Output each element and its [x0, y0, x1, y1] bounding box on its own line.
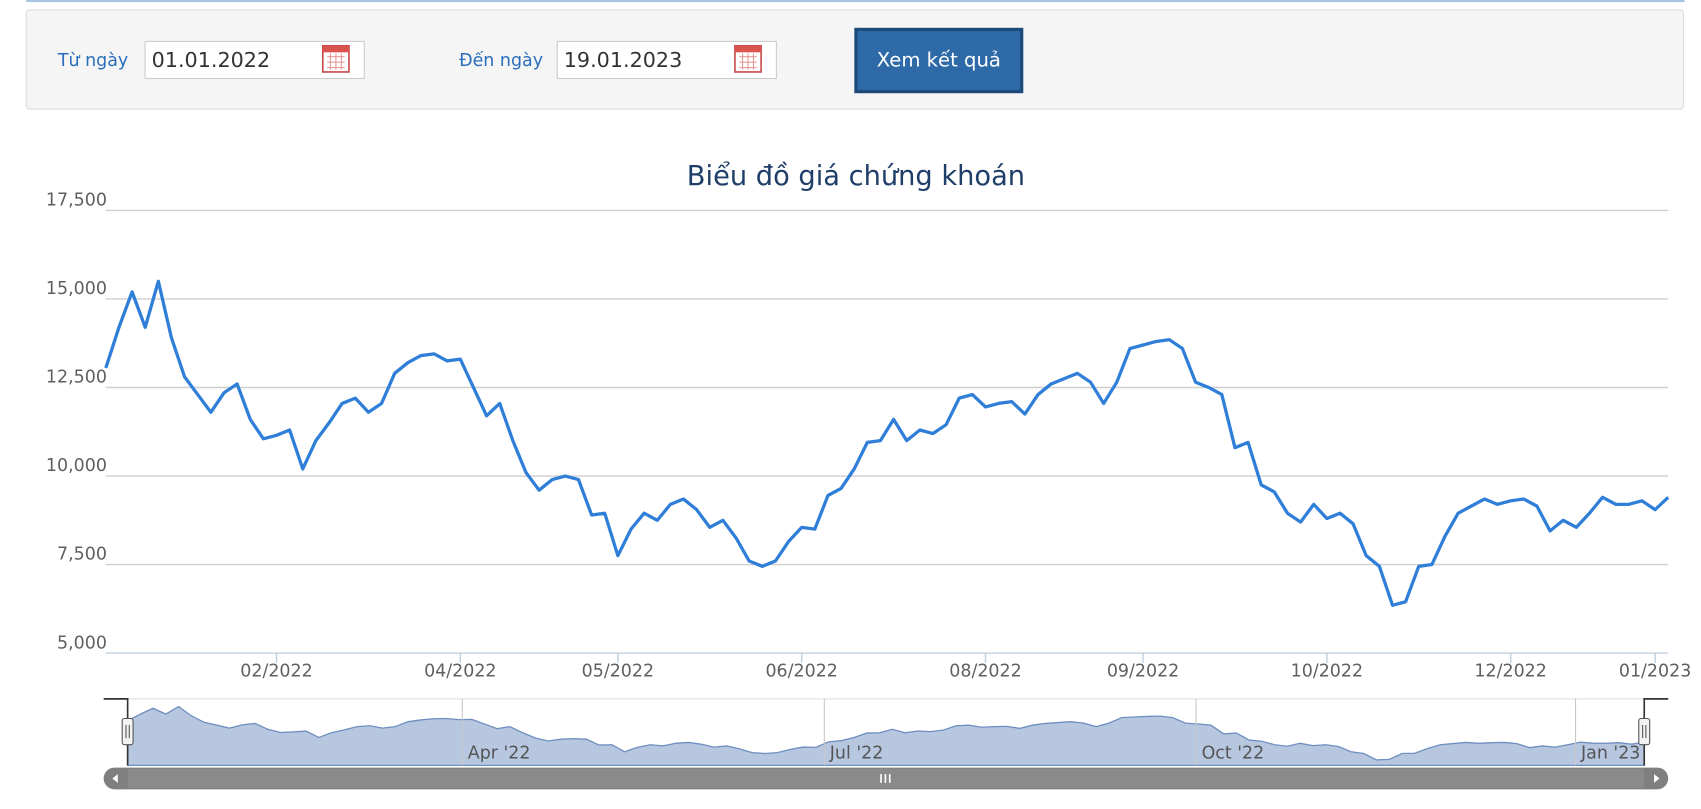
- navigator-label: Oct '22: [1202, 743, 1265, 763]
- y-tick-label: 5,000: [57, 633, 107, 653]
- handle-grip: [125, 725, 130, 739]
- x-tick-label: 02/2022: [240, 662, 312, 682]
- to-value: 19.01.2023: [564, 48, 683, 72]
- scrollbar-grip: [880, 774, 891, 783]
- navigator-handle[interactable]: [1638, 717, 1651, 746]
- calendar-icon[interactable]: [734, 44, 762, 73]
- scroll-right[interactable]: [1654, 774, 1660, 783]
- to-label: Đến ngày: [459, 50, 543, 71]
- navigator-label: Apr '22: [468, 743, 531, 763]
- x-tick-label: 09/2022: [1107, 662, 1179, 682]
- from-label: Từ ngày: [57, 51, 128, 71]
- navigator-label: Jan '23: [1580, 743, 1640, 763]
- x-tick-label: 12/2022: [1474, 662, 1546, 682]
- y-tick-label: 12,500: [46, 368, 107, 388]
- y-tick-label: 7,500: [57, 545, 107, 565]
- navigator-handle[interactable]: [121, 717, 134, 746]
- handle-grip: [1642, 725, 1647, 739]
- x-tick-label: 10/2022: [1291, 662, 1363, 682]
- y-tick-label: 15,000: [46, 279, 107, 299]
- calendar-icon[interactable]: [321, 44, 350, 73]
- navigator-label: Jul '22: [829, 743, 884, 763]
- scroll-left[interactable]: [112, 774, 118, 783]
- x-tick-label: 04/2022: [424, 662, 496, 682]
- from-value: 01.01.2022: [152, 48, 271, 72]
- y-tick-label: 17,500: [46, 191, 107, 211]
- x-tick-label: 05/2022: [582, 662, 654, 682]
- submit-button-label: Xem kết quả: [877, 49, 1001, 72]
- submit-button[interactable]: [854, 27, 1024, 94]
- x-tick-label: 08/2022: [949, 662, 1021, 682]
- y-tick-label: 10,000: [46, 456, 107, 476]
- navigator-area: [126, 705, 1645, 767]
- price-line: [104, 279, 1670, 607]
- x-tick-label: 06/2022: [765, 662, 837, 682]
- x-tick-label: 01/2023: [1619, 662, 1691, 682]
- chart-title: Biểu đồ giá chứng khoán: [687, 161, 1025, 192]
